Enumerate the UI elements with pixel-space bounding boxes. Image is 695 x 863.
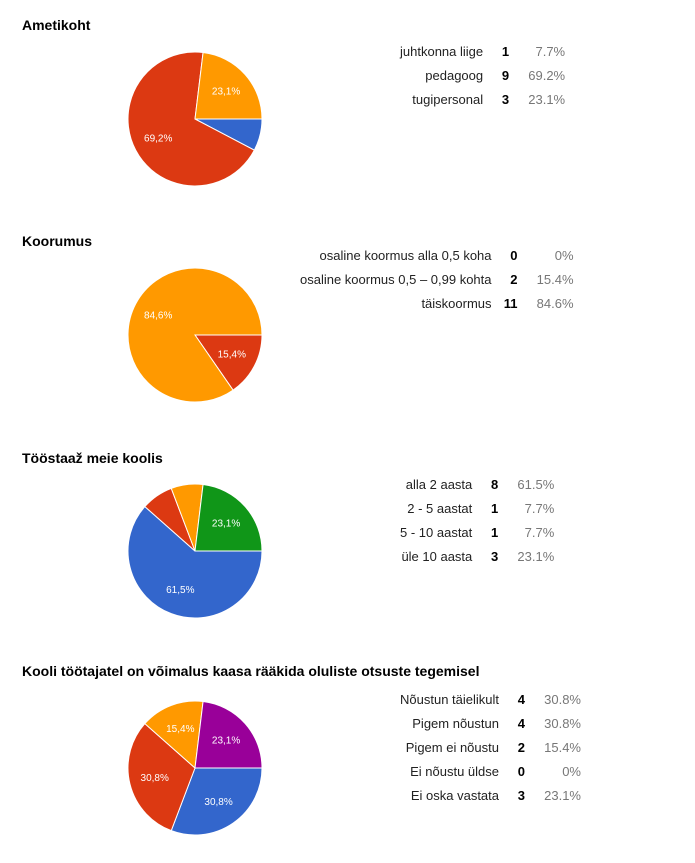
legend-row: Ei oska vastata 3 23.1%	[400, 784, 581, 808]
legend-row: Nõustun täielikult 4 30.8%	[400, 688, 581, 712]
pie-chart: 61,5% 23,1%	[127, 483, 263, 619]
chart-title: Ametikoht	[22, 17, 91, 33]
pie-slice	[170, 767, 263, 836]
slice-label: 30,8%	[141, 773, 169, 784]
chart-section-toostaaz: Tööstaaž meie koolis 61,5% 23,1% alla 2 a…	[0, 450, 695, 640]
legend-count: 9	[501, 68, 510, 83]
legend-label: 5 - 10 aastat	[400, 525, 473, 540]
legend-label: osaline koormus 0,5 – 0,99 kohta	[300, 272, 492, 287]
legend-row: täiskoormus 11 84.6%	[300, 292, 574, 316]
legend-count: 1	[491, 525, 499, 540]
legend-row: juhtkonna liige 1 7.7%	[400, 40, 565, 64]
legend-label: täiskoormus	[421, 296, 492, 311]
legend-percent: 23.1%	[528, 92, 566, 107]
legend-percent: 0%	[562, 764, 581, 779]
slice-label: 23,1%	[212, 519, 240, 530]
legend-count: 8	[491, 477, 499, 492]
pie-slice	[127, 722, 196, 832]
slice-label: 23,1%	[212, 87, 240, 98]
pie-chart: 30,8% 30,8% 15,4% 23,1%	[127, 700, 263, 836]
legend-label: osaline koormus alla 0,5 koha	[319, 248, 492, 263]
legend-percent: 84.6%	[536, 296, 574, 311]
legend-percent: 69.2%	[528, 68, 566, 83]
legend-count: 3	[491, 549, 499, 564]
legend-percent: 7.7%	[524, 525, 555, 540]
legend-table: Nõustun täielikult 4 30.8% Pigem nõustun 4 30…	[400, 688, 581, 808]
legend-count: 0	[510, 248, 518, 263]
legend-percent: 15.4%	[536, 272, 574, 287]
legend-count: 0	[517, 764, 525, 779]
legend-label: Nõustun täielikult	[400, 692, 499, 707]
legend-percent: 7.7%	[524, 501, 555, 516]
pie-chart: 15,4% 84,6%	[127, 267, 263, 403]
legend-row: alla 2 aasta 8 61.5%	[400, 473, 555, 497]
slice-label: 69,2%	[144, 133, 172, 144]
legend-row: 2 - 5 aastat 1 7.7%	[400, 497, 554, 521]
legend-label: alla 2 aasta	[405, 477, 473, 492]
pie-slice	[144, 700, 204, 770]
legend-percent: 7.7%	[535, 44, 566, 59]
legend-label: juhtkonna liige	[400, 44, 484, 59]
pie-slice	[194, 334, 263, 391]
pie-slice	[127, 267, 263, 403]
legend-count: 3	[501, 92, 510, 107]
legend-label: Ei nõustu üldse	[410, 764, 499, 779]
chart-section-ametikoht: Ametikoht 69,2% 23,1% juhtkonna liige 1 7.7…	[0, 17, 695, 207]
legend-label: üle 10 aasta	[401, 549, 473, 564]
legend-row: pedagoog 9 69.2%	[400, 64, 565, 88]
legend-label: 2 - 5 aastat	[407, 501, 473, 516]
legend-percent: 23.1%	[544, 788, 581, 803]
chart-section-koorumus: Koorumus 15,4% 84,6% osaline koormus alla…	[0, 233, 695, 423]
slice-label: 15,4%	[166, 724, 194, 735]
slice-label: 15,4%	[218, 349, 246, 360]
legend-count: 4	[517, 692, 525, 707]
legend-row: Pigem ei nõustu 2 15.4%	[400, 736, 581, 760]
slice-label: 30,8%	[204, 797, 232, 808]
pie-slice	[194, 51, 263, 120]
legend-row: üle 10 aasta 3 23.1%	[400, 545, 554, 569]
legend-row: Ei nõustu üldse 0 0%	[400, 760, 581, 784]
legend-label: Ei oska vastata	[410, 788, 499, 803]
legend-count: 2	[517, 740, 525, 755]
legend-label: Pigem nõustun	[412, 716, 499, 731]
legend-row: osaline koormus alla 0,5 koha 0 0%	[300, 244, 574, 268]
legend-label: pedagoog	[425, 68, 484, 83]
legend-percent: 15.4%	[544, 740, 581, 755]
legend-row: Pigem nõustun 4 30.8%	[400, 712, 581, 736]
slice-label: 61,5%	[166, 585, 194, 596]
legend-table: alla 2 aasta 8 61.5% 2 - 5 aastat 1 7.7% 5 - 1…	[400, 473, 554, 569]
legend-table: juhtkonna liige 1 7.7% pedagoog 9 69.2% tugipe…	[400, 40, 565, 112]
pie-slice	[194, 700, 263, 769]
pie-slice	[194, 483, 263, 552]
chart-title: Tööstaaž meie koolis	[22, 450, 163, 466]
legend-count: 1	[501, 44, 510, 59]
legend-count: 11	[503, 296, 518, 311]
legend-count: 1	[491, 501, 499, 516]
legend-count: 3	[517, 788, 525, 803]
legend-table: osaline koormus alla 0,5 koha 0 0% osaline …	[300, 244, 574, 316]
legend-count: 2	[510, 272, 518, 287]
slice-label: 23,1%	[212, 736, 240, 747]
pie-chart: 69,2% 23,1%	[127, 51, 263, 187]
legend-label: Pigem ei nõustu	[405, 740, 499, 755]
legend-row: tugipersonal 3 23.1%	[400, 88, 565, 112]
legend-percent: 0%	[554, 248, 574, 263]
legend-percent: 30.8%	[544, 692, 581, 707]
legend-row: 5 - 10 aastat 1 7.7%	[400, 521, 554, 545]
legend-row: osaline koormus 0,5 – 0,99 kohta 2 15.4%	[300, 268, 574, 292]
pie-slice	[127, 505, 263, 619]
chart-title: Koorumus	[22, 233, 92, 249]
chart-section-otsused: Kooli töötajatel on võimalus kaasa rääki…	[0, 663, 695, 858]
legend-percent: 23.1%	[517, 549, 555, 564]
legend-label: tugipersonal	[412, 92, 484, 107]
legend-count: 4	[517, 716, 525, 731]
pie-slice	[127, 51, 256, 187]
chart-title: Kooli töötajatel on võimalus kaasa rääki…	[22, 663, 480, 679]
slice-label: 84,6%	[144, 311, 172, 322]
legend-percent: 30.8%	[544, 716, 581, 731]
legend-percent: 61.5%	[517, 477, 555, 492]
